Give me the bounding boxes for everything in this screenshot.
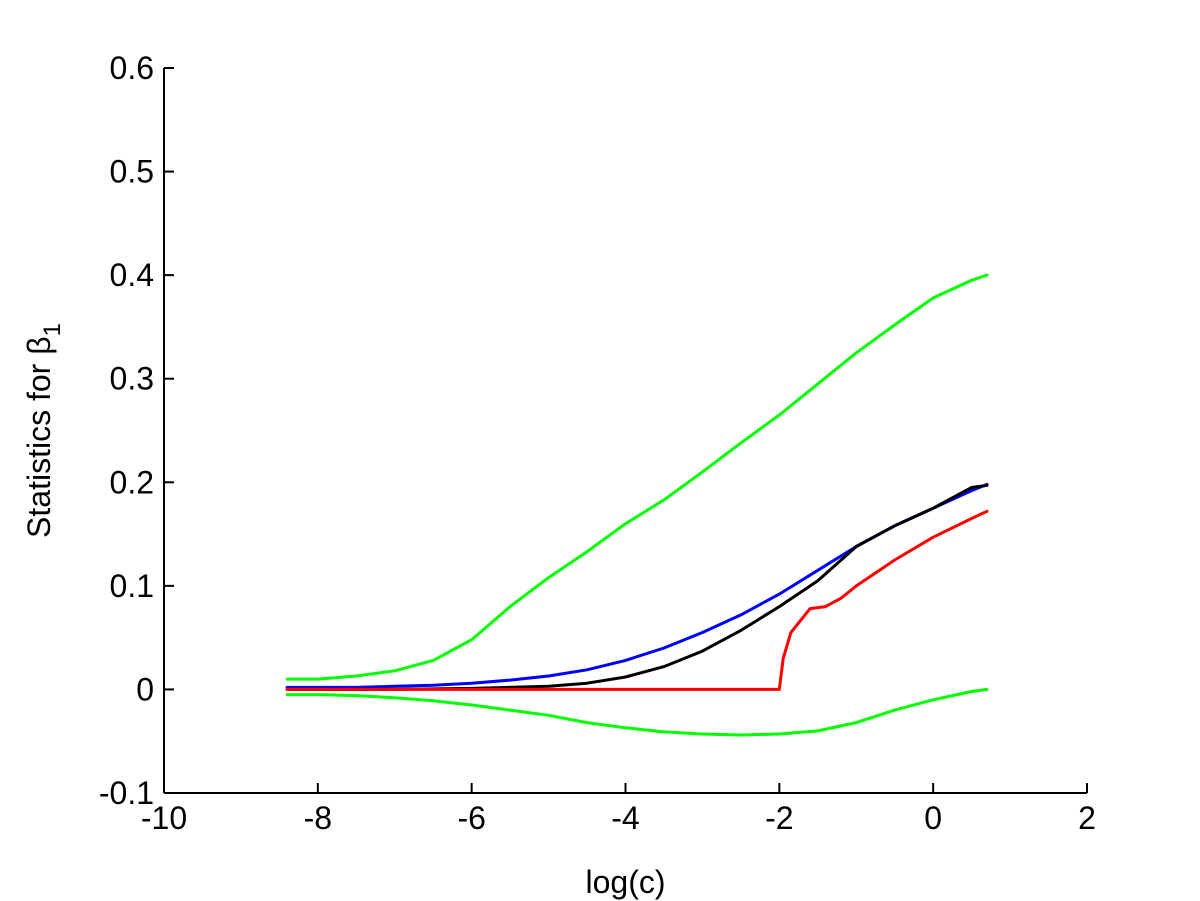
y-tick-label: 0.3 bbox=[110, 361, 154, 397]
y-tick-label: 0.4 bbox=[110, 257, 154, 293]
x-tick-label: 2 bbox=[1078, 800, 1096, 836]
y-tick-label: 0.1 bbox=[110, 568, 154, 604]
y-tick-label: -0.1 bbox=[99, 775, 154, 811]
x-axis-label: log(c) bbox=[585, 864, 665, 900]
x-tick-label: -10 bbox=[141, 800, 187, 836]
x-tick-label: 0 bbox=[924, 800, 942, 836]
series-line-0 bbox=[285, 273, 989, 681]
x-tick-label: -2 bbox=[765, 800, 793, 836]
axes: -10 -8 -6 -4 -2 0 2 -0.1 0 0.1 0.2 0.3 0.4 0.5 0.6 bbox=[99, 50, 1096, 836]
series-layer bbox=[285, 273, 989, 737]
x-tick-label: -6 bbox=[457, 800, 485, 836]
y-axis-label-main: Statistics for β bbox=[21, 336, 57, 538]
series-line-4 bbox=[285, 509, 989, 691]
y-axis-label-subscript: 1 bbox=[39, 323, 66, 336]
y-tick-label: 0.6 bbox=[110, 50, 154, 86]
x-tick-label: -8 bbox=[304, 800, 332, 836]
y-axis-label: Statistics for β1 bbox=[21, 323, 66, 538]
axis-labels: log(c) Statistics for β1 bbox=[21, 323, 666, 900]
y-tick-label: 0.2 bbox=[110, 464, 154, 500]
series-line-1 bbox=[285, 687, 989, 737]
y-tick-label: 0 bbox=[136, 671, 154, 707]
y-tick-label: 0.5 bbox=[110, 154, 154, 190]
x-tick-label: -4 bbox=[611, 800, 639, 836]
